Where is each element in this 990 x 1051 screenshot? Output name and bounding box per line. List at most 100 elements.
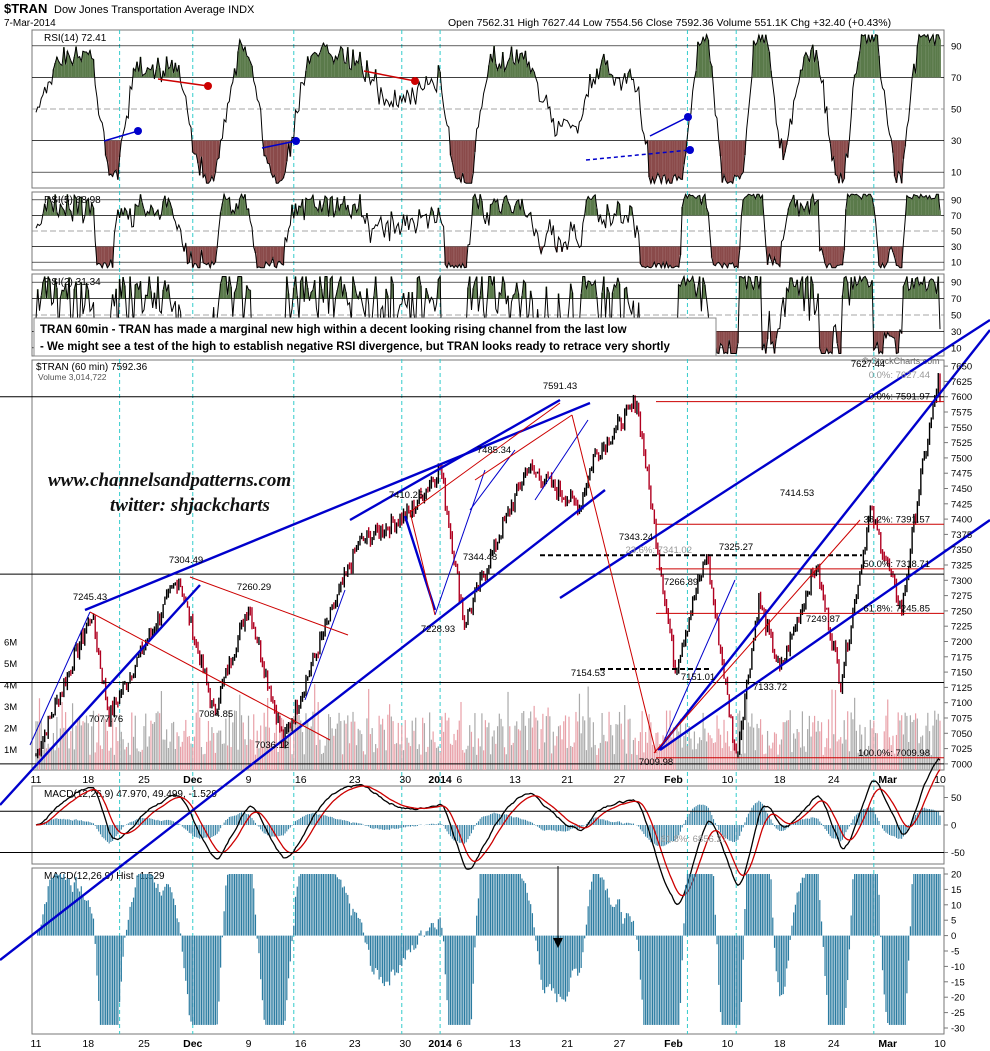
volume-bar	[150, 720, 152, 770]
volume-bar	[895, 734, 898, 770]
volume-bar	[260, 725, 262, 770]
volume-bar	[709, 735, 711, 770]
x-tick-label: 10	[722, 774, 734, 786]
volume-bar	[751, 713, 753, 770]
volume-bar	[657, 732, 659, 770]
volume-bar	[888, 737, 891, 770]
volume-bar	[834, 690, 837, 770]
volume-bar	[552, 731, 554, 770]
volume-bar	[85, 715, 88, 770]
volume-bar	[813, 715, 816, 770]
x-tick-label: Feb	[664, 1038, 683, 1050]
price-tick-label: 7475	[951, 469, 972, 480]
volume-bar	[274, 732, 276, 770]
volume-bar	[909, 715, 911, 770]
volume-bar	[458, 720, 460, 770]
x-tick-label: 9	[246, 1038, 252, 1050]
volume-bar	[301, 732, 304, 770]
volume-bar	[692, 749, 694, 770]
volume-bar	[733, 748, 736, 770]
volume-bar	[794, 738, 797, 770]
volume-bar	[631, 754, 633, 770]
volume-bar	[486, 727, 488, 770]
pivot-label: 7591.43	[543, 381, 577, 392]
x-tick-label: 23	[349, 774, 361, 786]
volume-bar	[408, 742, 410, 770]
volume-bar	[449, 743, 452, 770]
volume-bar	[503, 747, 506, 770]
volume-bar	[425, 751, 427, 770]
rsi14-label: RSI(14) 72.41	[44, 33, 107, 44]
pivot-label: 7154.53	[571, 668, 605, 679]
volume-bar	[221, 743, 223, 770]
pivot-label: 7344.48	[463, 552, 497, 563]
x-tick-label: 18	[82, 774, 94, 786]
volume-bar	[516, 721, 518, 770]
volume-bar	[362, 751, 365, 770]
volume-bar	[636, 754, 638, 770]
volume-bar	[873, 720, 875, 770]
volume-bar	[117, 741, 119, 770]
channel-line	[559, 318, 990, 600]
volume-bar	[627, 719, 629, 770]
volume-bar	[810, 736, 812, 770]
volume-bar	[800, 747, 802, 770]
trend-line	[29, 611, 91, 746]
volume-bar	[270, 743, 272, 770]
volume-bar	[496, 726, 499, 770]
volume-bar	[228, 711, 230, 770]
volume-bar	[272, 749, 274, 770]
rsi-tick-label: 90	[951, 278, 962, 289]
volume-bar	[679, 718, 682, 770]
volume-bar	[544, 742, 546, 770]
volume-bar	[869, 719, 871, 770]
volume-bar	[385, 750, 387, 770]
volume-bar	[422, 717, 424, 770]
volume-bar	[287, 727, 290, 770]
fib-label: 100.0%: 7009.98	[858, 748, 930, 759]
volume-bar	[439, 752, 441, 770]
x-tick-label: 16	[295, 774, 307, 786]
volume-bar	[585, 750, 588, 770]
volume-bar	[531, 727, 534, 770]
pivot-label: 7133.72	[753, 682, 787, 693]
volume-bar	[549, 716, 551, 770]
volume-bar	[495, 743, 497, 770]
price-tick-label: 7500	[951, 453, 972, 464]
pivot-label: 7410.25	[389, 490, 423, 501]
volume-bar	[667, 738, 669, 770]
volume-bar	[742, 727, 744, 770]
volume-bar	[815, 731, 817, 770]
pivot-label: 7077.76	[89, 714, 123, 725]
trend-line	[659, 579, 736, 751]
volume-bar	[920, 736, 922, 770]
volume-bar	[157, 711, 159, 770]
pattern-line	[409, 511, 436, 616]
volume-bar	[380, 724, 382, 770]
volume-bar	[225, 718, 227, 770]
volume-bar	[78, 715, 81, 770]
volume-bar	[538, 748, 540, 770]
volume-bar	[267, 697, 269, 770]
volume-bar	[387, 714, 389, 770]
volume-bar	[429, 712, 431, 770]
x-tick-label: 18	[82, 1038, 94, 1050]
volume-bar	[181, 741, 183, 770]
price-tick-label: 7650	[951, 362, 972, 373]
volume-bar	[462, 750, 464, 770]
volume-bar	[592, 722, 594, 770]
volume-bar	[312, 711, 314, 770]
macd-line	[35, 757, 941, 906]
volume-bar	[591, 747, 593, 770]
volume-bar	[664, 737, 666, 770]
chart-date: 7-Mar-2014	[4, 18, 56, 29]
volume-bar	[578, 693, 581, 770]
hist-arrow-head	[553, 938, 563, 948]
volume-bar	[341, 754, 344, 770]
volume-bar	[197, 683, 199, 770]
volume-bar	[44, 735, 46, 770]
x-tick-label: 13	[509, 774, 521, 786]
volume-bar	[315, 745, 318, 770]
volume-bar	[401, 725, 403, 770]
volume-bar	[80, 725, 82, 770]
